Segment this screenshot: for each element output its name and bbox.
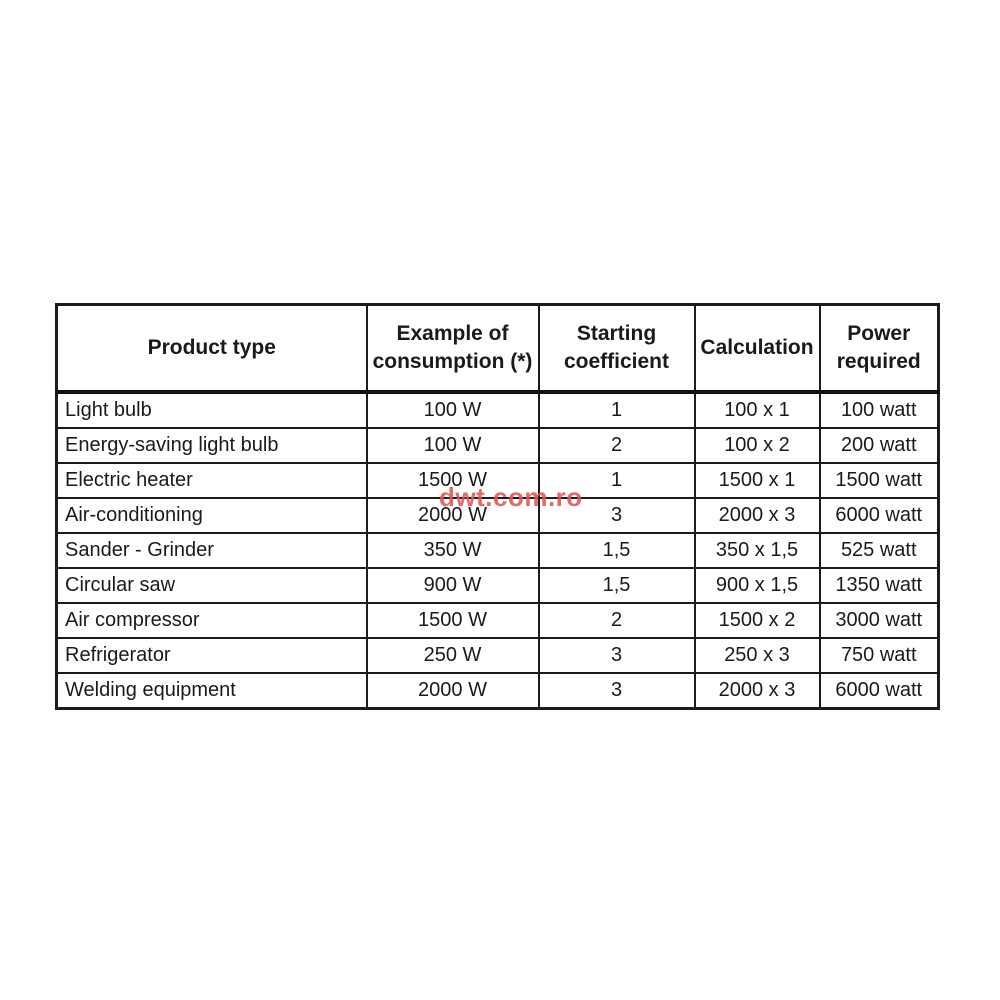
table-row: Light bulb 100 W 1 100 x 1 100 watt — [55, 391, 940, 429]
column-header-product-type-label: Product type — [147, 336, 276, 359]
cell-product-type: Air compressor — [55, 602, 368, 639]
table-row: Electric heater 1500 W 1 1500 x 1 1500 w… — [55, 462, 940, 499]
cell-product-type: Circular saw — [55, 567, 368, 604]
cell-product-type: Light bulb — [55, 391, 368, 429]
table-row: Circular saw 900 W 1,5 900 x 1,5 1350 wa… — [55, 567, 940, 604]
cell-consumption: 350 W — [365, 532, 540, 569]
cell-product-type: Sander - Grinder — [55, 532, 368, 569]
cell-product-type: Air-conditioning — [55, 497, 368, 534]
table-row: Energy-saving light bulb 100 W 2 100 x 2… — [55, 427, 940, 464]
cell-power-required: 100 watt — [818, 391, 940, 429]
cell-power-required: 1350 watt — [818, 567, 940, 604]
cell-calculation: 900 x 1,5 — [693, 567, 821, 604]
column-header-power-required: Power required — [818, 303, 940, 394]
cell-product-type: Refrigerator — [55, 637, 368, 674]
cell-power-required: 6000 watt — [818, 672, 940, 710]
cell-coefficient: 3 — [537, 672, 696, 710]
cell-consumption: 2000 W — [365, 497, 540, 534]
column-header-power-required-label: Power required — [836, 322, 921, 373]
cell-consumption: 2000 W — [365, 672, 540, 710]
cell-consumption: 100 W — [365, 391, 540, 429]
cell-calculation: 1500 x 2 — [693, 602, 821, 639]
cell-calculation: 2000 x 3 — [693, 672, 821, 710]
table-row: Air-conditioning 2000 W 3 2000 x 3 6000 … — [55, 497, 940, 534]
column-header-starting-coefficient-label: Starting coefficient — [563, 322, 670, 373]
cell-calculation: 100 x 2 — [693, 427, 821, 464]
cell-power-required: 200 watt — [818, 427, 940, 464]
cell-calculation: 350 x 1,5 — [693, 532, 821, 569]
power-consumption-table-container: Product type Example of consumption (*) … — [55, 303, 940, 710]
table-row: Sander - Grinder 350 W 1,5 350 x 1,5 525… — [55, 532, 940, 569]
cell-consumption: 1500 W — [365, 602, 540, 639]
cell-product-type: Energy-saving light bulb — [55, 427, 368, 464]
table-row: Welding equipment 2000 W 3 2000 x 3 6000… — [55, 672, 940, 710]
cell-coefficient: 2 — [537, 427, 696, 464]
cell-calculation: 100 x 1 — [693, 391, 821, 429]
power-consumption-table: Product type Example of consumption (*) … — [55, 303, 940, 710]
cell-coefficient: 1,5 — [537, 567, 696, 604]
cell-power-required: 3000 watt — [818, 602, 940, 639]
cell-product-type: Electric heater — [55, 462, 368, 499]
column-header-calculation-label: Calculation — [700, 336, 814, 359]
table-row: Air compressor 1500 W 2 1500 x 2 3000 wa… — [55, 602, 940, 639]
cell-power-required: 750 watt — [818, 637, 940, 674]
cell-power-required: 1500 watt — [818, 462, 940, 499]
column-header-product-type: Product type — [55, 303, 368, 394]
cell-coefficient: 3 — [537, 637, 696, 674]
column-header-starting-coefficient: Starting coefficient — [537, 303, 696, 394]
column-header-consumption: Example of consumption (*) — [365, 303, 540, 394]
header-row: Product type Example of consumption (*) … — [55, 303, 940, 394]
table-row: Refrigerator 250 W 3 250 x 3 750 watt — [55, 637, 940, 674]
cell-consumption: 250 W — [365, 637, 540, 674]
cell-power-required: 6000 watt — [818, 497, 940, 534]
cell-coefficient: 1,5 — [537, 532, 696, 569]
cell-coefficient: 1 — [537, 391, 696, 429]
cell-coefficient: 1 — [537, 462, 696, 499]
cell-consumption: 100 W — [365, 427, 540, 464]
cell-consumption: 1500 W — [365, 462, 540, 499]
column-header-calculation: Calculation — [693, 303, 821, 394]
cell-calculation: 2000 x 3 — [693, 497, 821, 534]
cell-product-type: Welding equipment — [55, 672, 368, 710]
cell-calculation: 1500 x 1 — [693, 462, 821, 499]
cell-coefficient: 3 — [537, 497, 696, 534]
cell-coefficient: 2 — [537, 602, 696, 639]
column-header-consumption-label: Example of consumption (*) — [372, 322, 533, 373]
cell-power-required: 525 watt — [818, 532, 940, 569]
cell-consumption: 900 W — [365, 567, 540, 604]
cell-calculation: 250 x 3 — [693, 637, 821, 674]
